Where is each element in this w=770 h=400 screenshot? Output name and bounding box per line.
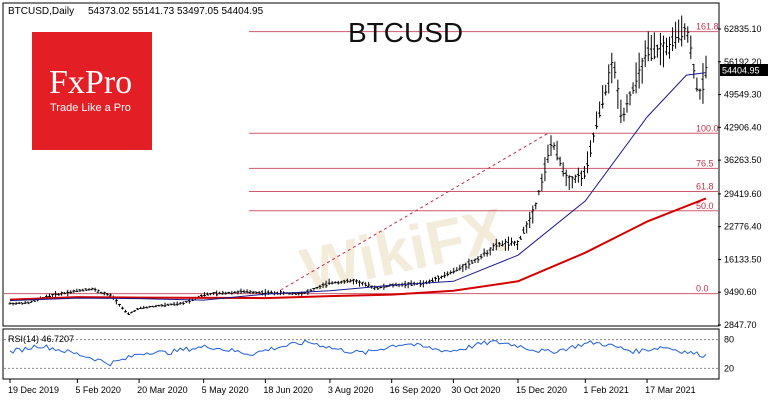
fib-label-2: 76.5 [696, 158, 714, 168]
ohlc-values: 54373.02 55141.73 53497.05 54404.95 [88, 6, 264, 17]
main-panel-frame [2, 2, 720, 327]
moving-averages [9, 72, 707, 302]
rsi-tick-0: 80 [724, 335, 734, 345]
ma-fast-line [9, 72, 707, 302]
watermark: WikiFX [295, 196, 511, 306]
logo-tagline: Trade Like a Pro [50, 102, 131, 114]
y-tick-label-6: 22776.40 [724, 222, 762, 232]
current-price-label: 54404.95 [722, 66, 760, 76]
rsi-label: RSI(14) 46.7207 [8, 334, 74, 344]
logo-background [32, 32, 152, 150]
x-tick-label-10: 17 Mar 2021 [645, 385, 696, 395]
fxpro-logo: FxPro Trade Like a Pro [32, 32, 152, 150]
x-tick-label-0: 19 Dec 2019 [8, 385, 59, 395]
fib-label-3: 61.8 [696, 182, 714, 192]
ma-slow-line [9, 197, 707, 301]
y-tick-label-0: 62835.10 [724, 24, 762, 34]
fib-label-0: 161.8 [696, 22, 719, 32]
x-tick-label-7: 30 Oct 2020 [451, 385, 500, 395]
y-tick-label-5: 29419.60 [724, 189, 762, 199]
x-tick-label-9: 1 Feb 2021 [583, 385, 629, 395]
x-tick-label-6: 16 Sep 2020 [390, 385, 441, 395]
fibonacci-levels: 161.8 100.0 76.5 61.8 50.0 0.0 [4, 22, 719, 295]
y-tick-label-7: 16133.50 [724, 254, 762, 264]
rsi-indicator: 80 20 RSI(14) 46.7207 [4, 334, 734, 373]
x-tick-label-4: 18 Jun 2020 [263, 385, 313, 395]
rsi-tick-1: 20 [724, 363, 734, 373]
chart-title: BTCUSD [348, 17, 463, 48]
y-tick-label-4: 36263.50 [724, 155, 762, 165]
x-tick-label-2: 20 Mar 2020 [137, 385, 188, 395]
rsi-line [9, 339, 707, 367]
symbol-label: BTCUSD,Daily [8, 6, 74, 17]
x-tick-label-3: 5 May 2020 [202, 385, 249, 395]
price-axis: 62835.10 56192.20 49549.30 42906.40 36263.50… [718, 24, 762, 330]
time-axis: 19 Dec 2019 5 Feb 2020 20 Mar 2020 5 May 20… [8, 379, 696, 395]
y-tick-label-3: 42906.40 [724, 122, 762, 132]
y-tick-label-1: 56192.20 [724, 57, 762, 67]
rsi-panel-frame [2, 328, 720, 380]
fib-label-4: 50.0 [696, 201, 714, 211]
x-tick-label-5: 3 Aug 2020 [328, 385, 374, 395]
logo-brand: FxPro [49, 64, 132, 101]
x-tick-label-8: 15 Dec 2020 [516, 385, 567, 395]
fib-label-1: 100.0 [696, 123, 719, 133]
fib-trend-line [275, 132, 549, 294]
trend-dashed-line [275, 132, 549, 294]
y-tick-label-8: 9490.60 [724, 287, 757, 297]
current-price-box [720, 64, 768, 76]
x-tick-label-1: 5 Feb 2020 [75, 385, 121, 395]
fib-label-5: 0.0 [696, 284, 709, 294]
y-tick-label-9: 2847.70 [724, 320, 757, 330]
y-tick-label-2: 49549.30 [724, 90, 762, 100]
